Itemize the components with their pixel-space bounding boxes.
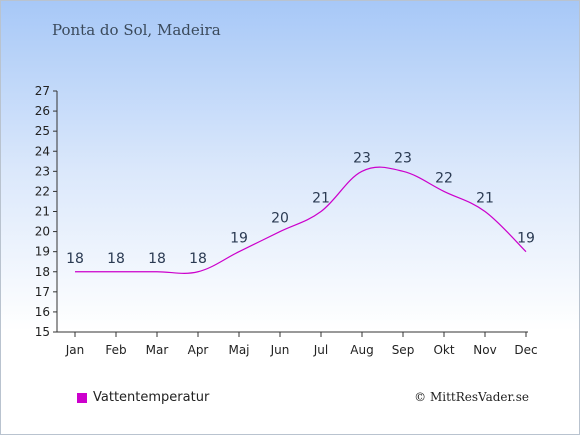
y-tick-label: 23 (35, 164, 50, 178)
data-label: 18 (66, 251, 84, 267)
x-tick-label: Feb (105, 343, 126, 357)
y-tick-label: 15 (35, 325, 50, 339)
data-label: 22 (435, 170, 453, 186)
series-line-group (74, 166, 527, 274)
chart-title: Ponta do Sol, Madeira (52, 21, 221, 39)
x-tick-label: Jul (313, 343, 328, 357)
y-tick-label: 27 (35, 84, 50, 98)
legend-swatch (77, 392, 87, 403)
series-line-vattentemperatur (74, 166, 527, 274)
x-tick-label: Aug (350, 343, 373, 357)
data-label: 18 (107, 251, 125, 267)
x-tick-label: Maj (228, 343, 249, 357)
y-tick-label: 24 (35, 144, 50, 158)
x-tick-label: Okt (433, 343, 454, 357)
y-tick-label: 25 (35, 124, 50, 138)
legend: Vattentemperatur (77, 390, 209, 405)
x-tick-label: Sep (392, 343, 415, 357)
y-tick-label: 26 (35, 104, 50, 118)
data-label: 19 (230, 231, 248, 247)
y-tick-label: 18 (35, 265, 50, 279)
x-tick-label: Mar (146, 343, 169, 357)
data-label: 21 (312, 191, 330, 207)
data-label: 18 (148, 251, 166, 267)
data-label: 18 (189, 251, 207, 267)
y-tick-label: 16 (35, 305, 50, 319)
credit-text: © MittResVader.se (414, 390, 529, 404)
legend-label: Vattentemperatur (93, 390, 210, 405)
y-tick-label: 19 (35, 245, 50, 259)
x-axis: Jan Feb Mar Apr Maj Jun Jul Aug Sep Okt Nov Dec (57, 331, 538, 357)
y-tick-label: 20 (35, 225, 50, 239)
data-label: 23 (353, 150, 371, 166)
data-label: 23 (394, 150, 412, 166)
y-tick-label: 22 (35, 184, 50, 198)
data-label: 19 (517, 231, 535, 247)
x-tick-label: Nov (473, 343, 496, 357)
data-label: 20 (271, 211, 289, 227)
x-tick-label: Jun (270, 343, 290, 357)
x-tick-label: Jan (65, 343, 85, 357)
x-tick-label: Dec (514, 343, 537, 357)
x-tick-label: Apr (188, 343, 209, 357)
data-labels: 18 18 18 18 19 20 21 23 23 22 21 19 (66, 150, 535, 266)
data-label: 21 (476, 191, 494, 207)
y-tick-label: 21 (35, 205, 50, 219)
y-axis: 15 16 17 18 19 20 21 22 23 24 25 26 27 (35, 84, 58, 339)
y-tick-label: 17 (35, 285, 50, 299)
